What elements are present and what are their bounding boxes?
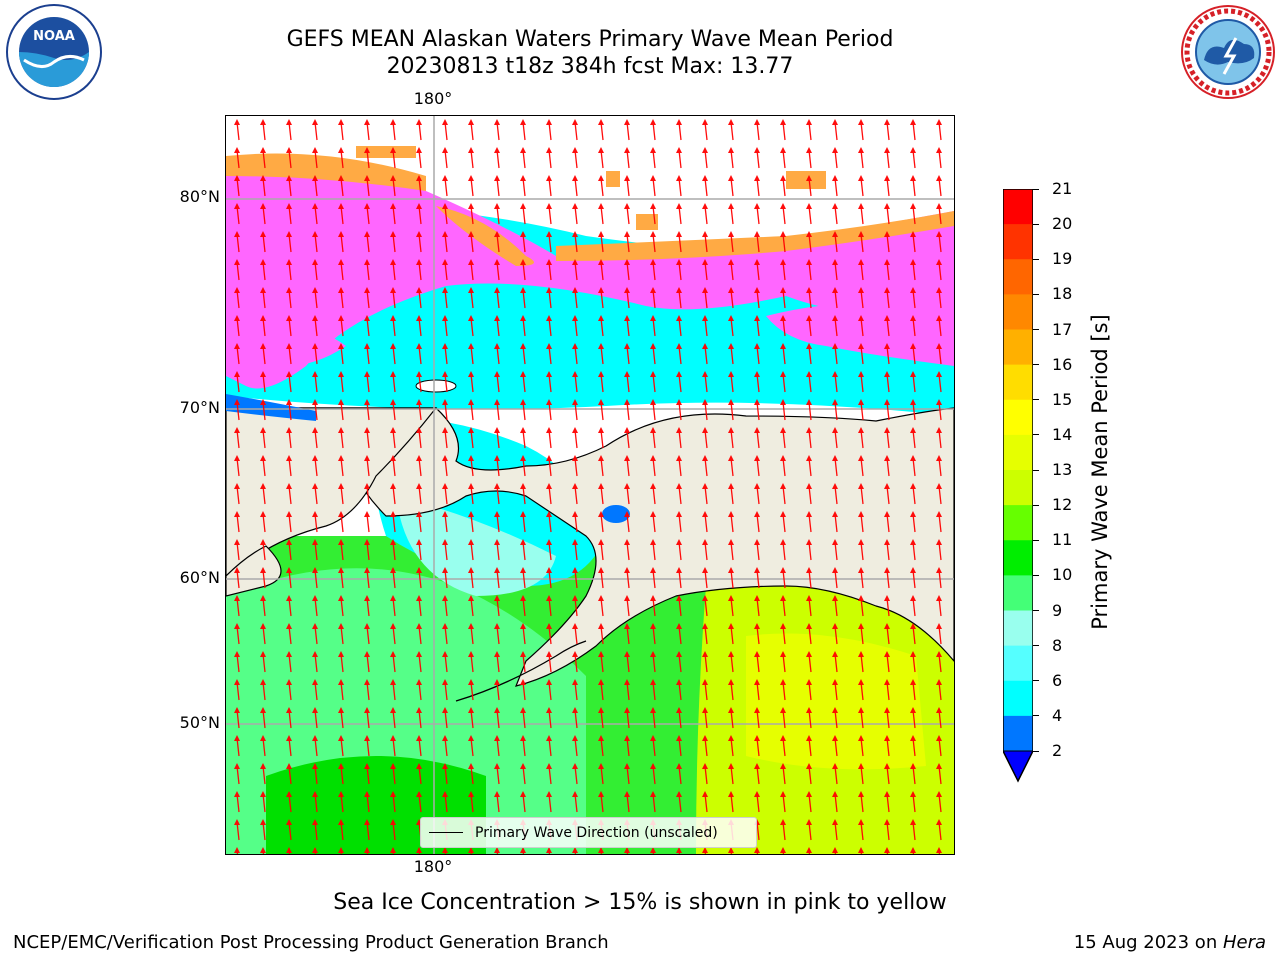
colorbar-tick-mark (1033, 293, 1039, 295)
colorbar-tick-label: 11 (1052, 530, 1073, 550)
colorbar-tick-mark (1033, 610, 1039, 611)
forecast-info: 20230813 t18z 384h fcst Max: 13.77 (386, 54, 794, 79)
colorbar-tick-label: 20 (1052, 214, 1073, 234)
colorbar-segment (1003, 680, 1033, 717)
colorbar-tick-label: 19 (1052, 249, 1073, 269)
colorbar-tick-label: 16 (1052, 354, 1073, 374)
colorbar-segment (1003, 715, 1033, 752)
colorbar-segment (1003, 364, 1033, 401)
colorbar-tick-mark (1033, 645, 1039, 647)
lon-label-bottom: 180° (413, 857, 453, 876)
colorbar-tick-mark (1033, 574, 1039, 576)
colorbar-tick-label: 12 (1052, 495, 1073, 515)
colorbar-tick-label: 21 (1052, 179, 1073, 198)
colorbar-segment (1003, 470, 1033, 506)
footer-date-text: 15 Aug 2023 on (1073, 932, 1223, 953)
lat-label-50n: 50°N (179, 713, 220, 732)
footer-date: 15 Aug 2023 on Hera (1074, 932, 1266, 953)
colorbar-extend-arrow (1003, 750, 1033, 783)
colorbar-segment (1003, 645, 1033, 682)
colorbar-tick-label: 6 (1052, 670, 1063, 690)
colorbar-segment (1003, 399, 1033, 436)
noaa-logo-text: NOAA (33, 29, 75, 44)
colorbar-tick-label: 9 (1052, 600, 1063, 620)
wave-direction-arrows (226, 116, 954, 854)
colorbar-tick-label: 8 (1052, 635, 1063, 655)
colorbar-tick-mark (1033, 469, 1039, 471)
lat-label-80n: 80°N (179, 187, 220, 206)
footer-machine: Hera (1222, 932, 1266, 953)
legend-label: Primary Wave Direction (unscaled) (475, 824, 718, 841)
caption: Sea Ice Concentration > 15% is shown in … (333, 890, 947, 915)
colorbar-tick-mark (1033, 223, 1039, 225)
colorbar-segment (1003, 224, 1033, 260)
colorbar-tick-mark (1033, 434, 1039, 436)
colorbar-tick-label: 13 (1052, 460, 1073, 479)
footer-credit: NCEP/EMC/Verification Post Processing Pr… (13, 932, 609, 953)
wave-period-map (226, 116, 954, 854)
colorbar-tick-label: 17 (1052, 319, 1073, 339)
map-panel (225, 115, 955, 855)
colorbar-tick-mark (1033, 750, 1039, 752)
colorbar-tick-mark (1033, 258, 1039, 260)
colorbar-tick-label: 18 (1052, 284, 1073, 304)
colorbar-tick-mark (1033, 399, 1039, 401)
legend-line-sample (429, 832, 463, 833)
colorbar-segment (1003, 189, 1033, 225)
colorbar-tick-mark (1033, 364, 1039, 366)
lat-label-60n: 60°N (179, 568, 220, 587)
colorbar-tick-label: 10 (1052, 565, 1073, 585)
colorbar-outline (1003, 189, 1033, 783)
colorbar-tick-label: 2 (1052, 741, 1063, 760)
colorbar-segment (1003, 259, 1033, 295)
colorbar-tick-mark (1033, 715, 1039, 717)
colorbar (1003, 189, 1033, 783)
colorbar-segment (1003, 575, 1033, 611)
colorbar-tick-label: 15 (1052, 389, 1073, 409)
colorbar-title: Primary Wave Mean Period [s] (1088, 314, 1112, 630)
colorbar-tick-mark (1033, 504, 1039, 506)
colorbar-segment (1003, 294, 1033, 330)
colorbar-tick-mark (1033, 680, 1039, 682)
colorbar-segment (1003, 540, 1033, 576)
colorbar-tick-label: 4 (1052, 705, 1063, 725)
map-title: GEFS MEAN Alaskan Waters Primary Wave Me… (286, 27, 894, 52)
lat-label-70n: 70°N (179, 398, 220, 417)
map-legend: Primary Wave Direction (unscaled) (420, 817, 757, 848)
colorbar-segment (1003, 329, 1033, 366)
colorbar-tick-mark (1033, 329, 1039, 330)
colorbar-segment (1003, 505, 1033, 541)
colorbar-tick-label: 14 (1052, 424, 1073, 444)
nws-logo (1181, 5, 1275, 99)
colorbar-segment (1003, 610, 1033, 647)
colorbar-segment (1003, 434, 1033, 471)
noaa-logo: NOAA (6, 4, 102, 100)
colorbar-tick-mark (1033, 188, 1039, 190)
lon-label-top: 180° (413, 89, 453, 108)
colorbar-tick-mark (1033, 539, 1039, 541)
